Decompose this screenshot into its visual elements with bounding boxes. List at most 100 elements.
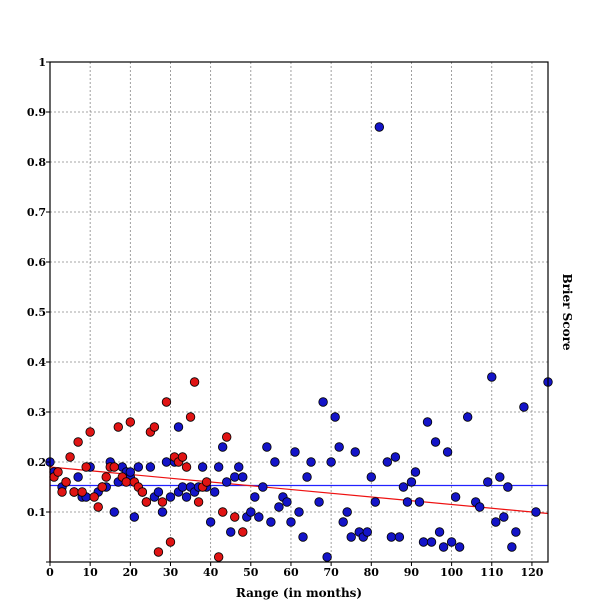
red-data-point: [177, 452, 188, 462]
red-data-point: [57, 487, 67, 497]
blue-data-point: [426, 537, 437, 547]
y-tick-label: 0.2: [27, 456, 46, 469]
red-data-point: [222, 432, 232, 442]
blue-data-point: [266, 517, 276, 527]
blue-data-point: [282, 497, 292, 507]
blue-data-point: [217, 442, 228, 452]
blue-data-point: [386, 532, 397, 542]
red-data-point: [73, 437, 83, 447]
red-data-point: [201, 477, 212, 487]
blue-data-point: [129, 512, 140, 522]
blue-data-point: [270, 457, 280, 467]
blue-data-point: [511, 527, 521, 537]
blue-data-point: [125, 467, 136, 477]
blue-data-point: [495, 472, 505, 482]
blue-data-point: [177, 482, 188, 492]
x-tick-label: 80: [364, 566, 380, 579]
red-data-point: [161, 397, 172, 407]
blue-data-point: [414, 497, 425, 507]
blue-data-point: [173, 422, 184, 432]
red-data-point: [149, 422, 160, 432]
blue-data-point: [503, 482, 513, 492]
blue-data-point: [326, 457, 336, 467]
red-data-point: [93, 502, 103, 512]
blue-data-point: [483, 477, 493, 487]
y-tick-label: 0.1: [27, 506, 46, 519]
x-tick-label: 50: [243, 566, 259, 579]
blue-data-point: [290, 447, 300, 457]
red-data-point: [121, 477, 132, 487]
blue-data-point: [306, 457, 316, 467]
y-tick-label: 0.5: [27, 306, 46, 319]
blue-data-point: [418, 537, 429, 547]
blue-data-point: [226, 527, 236, 537]
red-data-point: [238, 527, 248, 537]
blue-data-point: [370, 497, 381, 507]
blue-data-point: [73, 472, 83, 482]
blue-data-point: [294, 507, 304, 517]
blue-data-point: [318, 397, 328, 407]
blue-data-point: [197, 462, 208, 472]
x-tick-label: 120: [520, 566, 543, 579]
blue-data-point: [222, 477, 232, 487]
x-tick-label: 40: [203, 566, 219, 579]
blue-data-point: [338, 517, 348, 527]
blue-data-point: [205, 517, 216, 527]
red-data-point: [185, 412, 196, 422]
blue-data-point: [438, 542, 449, 552]
blue-data-point: [362, 527, 372, 537]
blue-data-point: [487, 372, 497, 382]
x-tick-label: 10: [83, 566, 99, 579]
x-tick-label: 0: [46, 566, 54, 579]
blue-data-point: [330, 412, 340, 422]
blue-data-point: [454, 542, 465, 552]
blue-data-point: [213, 462, 224, 472]
red-data-point: [157, 497, 168, 507]
x-axis-title: Range (in months): [236, 586, 362, 600]
red-data-point: [217, 507, 228, 517]
blue-data-point: [302, 472, 312, 482]
red-data-point: [230, 512, 240, 522]
blue-data-point: [390, 452, 401, 462]
blue-data-point: [181, 492, 192, 502]
red-data-point: [153, 547, 164, 557]
blue-data-point: [430, 437, 441, 447]
blue-data-point: [209, 487, 220, 497]
blue-data-point: [446, 537, 457, 547]
blue-data-point: [507, 542, 517, 552]
blue-data-point: [298, 532, 308, 542]
blue-data-point: [382, 457, 393, 467]
red-data-point: [141, 497, 152, 507]
blue-data-point: [394, 532, 405, 542]
y-tick-label: 0.4: [27, 356, 46, 369]
blue-data-point: [366, 472, 376, 482]
red-data-point: [61, 477, 71, 487]
red-data-point: [65, 452, 75, 462]
red-data-point: [125, 417, 136, 427]
blue-data-point: [491, 517, 501, 527]
blue-data-point: [531, 507, 541, 517]
blue-data-point: [274, 502, 284, 512]
y-tick-label: 0.8: [27, 156, 46, 169]
red-data-point: [181, 462, 192, 472]
x-tick-label: 100: [440, 566, 463, 579]
red-data-point: [69, 487, 79, 497]
blue-data-point: [109, 507, 119, 517]
red-data-point: [53, 467, 63, 477]
blue-data-point: [250, 492, 260, 502]
blue-data-point: [519, 402, 529, 412]
y-tick-labels: 0.1 0.2 0.3 0.4 0.5 0.6 0.7 0.8 0.9 1: [27, 56, 46, 519]
grid-lines: [50, 62, 548, 562]
red-data-point: [189, 377, 200, 387]
y-tick-label: 0.6: [27, 256, 46, 269]
blue-data-point: [234, 462, 244, 472]
blue-data-point: [262, 442, 272, 452]
y-tick-label: 0.9: [27, 106, 46, 119]
blue-data-point: [153, 487, 164, 497]
blue-data-point: [161, 457, 172, 467]
blue-data-point: [442, 447, 453, 457]
blue-data-point: [165, 492, 176, 502]
x-tick-label: 90: [404, 566, 420, 579]
blue-data-point: [398, 482, 409, 492]
